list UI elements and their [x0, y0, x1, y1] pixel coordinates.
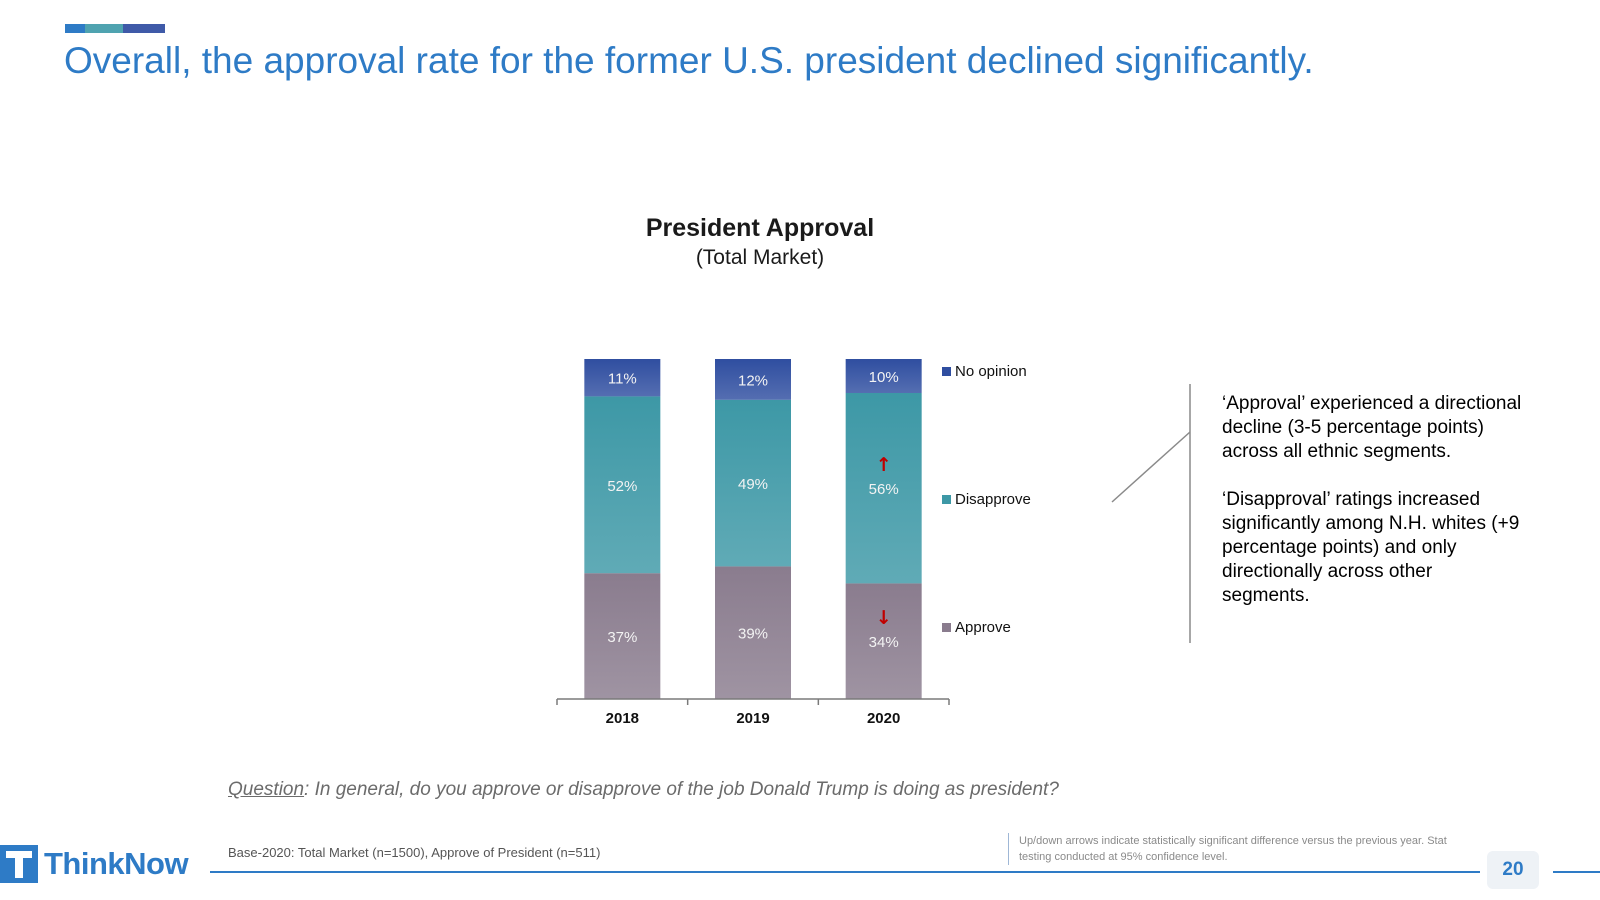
- data-label: 37%: [607, 629, 637, 646]
- question-label: Question: [228, 779, 305, 800]
- chart-subtitle: (Total Market): [695, 246, 825, 269]
- arrow-down-icon: ↓: [876, 607, 892, 629]
- question-text: : In general, do you approve or disappro…: [304, 779, 1059, 800]
- arrow-up-icon: ↑: [876, 454, 892, 476]
- accent-segment: [123, 24, 165, 33]
- page-number: 20: [1487, 851, 1539, 889]
- data-label: 49%: [738, 476, 768, 493]
- legend-label: Approve: [955, 619, 1011, 636]
- accent-segment: [85, 24, 123, 33]
- legend-label: Disapprove: [955, 491, 1031, 508]
- title-accent-bar: [65, 24, 165, 33]
- slide-title: Overall, the approval rate for the forme…: [64, 40, 1314, 81]
- logo-t-icon: [0, 845, 38, 883]
- legend-swatch: [942, 495, 951, 504]
- bar-segment-approve-2018: [584, 573, 661, 699]
- data-label: 52%: [607, 478, 637, 495]
- bar-segment-no-opinion-2019: [715, 359, 791, 400]
- stat-testing-note: Up/down arrows indicate statistically si…: [1008, 833, 1459, 865]
- stacked-bar-chart: 37% 52% 11% 2018 39% 49% 12% 2019 34% 56% 10% 2020 ↑…: [556, 359, 1191, 727]
- bar-segment-approve-2019: [715, 566, 791, 699]
- data-label: 10%: [869, 369, 899, 386]
- x-tick-label: 2019: [736, 710, 769, 727]
- footer-divider: [210, 871, 1480, 873]
- data-label: 34%: [869, 634, 899, 651]
- legend-label: No opinion: [955, 363, 1027, 380]
- data-label: 12%: [738, 372, 768, 389]
- bar-segment-disapprove-2019: [715, 399, 791, 567]
- accent-segment: [65, 24, 85, 33]
- legend-swatch: [942, 367, 951, 376]
- footer-divider: [1553, 871, 1600, 873]
- bar-segment-disapprove-2018: [584, 396, 661, 574]
- commentary-paragraph: ‘Disapproval’ ratings increased signific…: [1222, 489, 1520, 606]
- bar-segment-no-opinion-2020: [845, 359, 922, 393]
- base-note: Base-2020: Total Market (n=1500), Approv…: [228, 845, 601, 860]
- chart-title: President Approval: [645, 214, 875, 242]
- data-label: 56%: [869, 481, 899, 498]
- data-label: 11%: [608, 371, 637, 388]
- bar-segment-approve-2020: [845, 583, 922, 699]
- logo-text: ThinkNow: [44, 846, 189, 881]
- bar-segment-no-opinion-2018: [584, 359, 661, 397]
- commentary-connector: [1111, 431, 1191, 503]
- commentary-paragraph: ‘Approval’ experienced a directional dec…: [1222, 393, 1522, 462]
- legend-swatch: [942, 623, 951, 632]
- commentary-text: ‘Approval’ experienced a directional dec…: [1222, 392, 1522, 632]
- x-tick-label: 2020: [867, 710, 900, 727]
- thinknow-logo: ThinkNow: [0, 844, 189, 884]
- data-label: 39%: [738, 626, 768, 643]
- x-tick-label: 2018: [606, 710, 639, 727]
- survey-question: Question: In general, do you approve or …: [228, 779, 1059, 801]
- bar-segment-disapprove-2020: [845, 393, 922, 584]
